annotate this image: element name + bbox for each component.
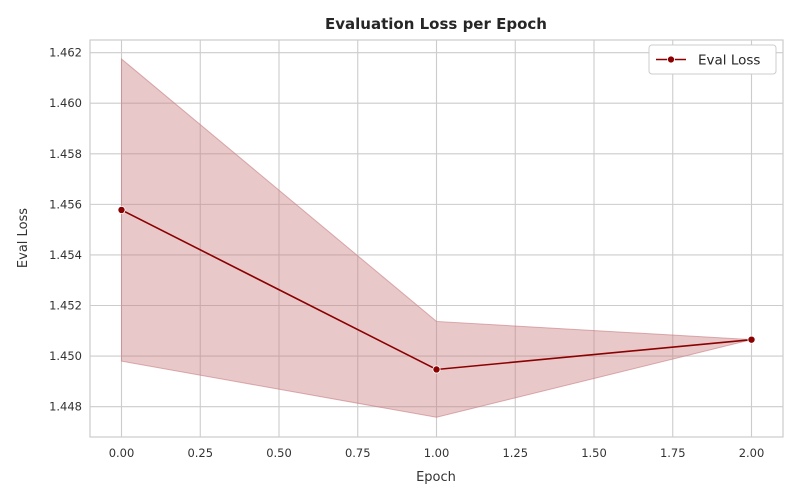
- confidence-band: [121, 57, 752, 418]
- legend-box: [648, 44, 777, 75]
- legend-marker-swatch: [667, 55, 675, 64]
- data-point: [432, 365, 441, 374]
- legend-label: Eval Loss: [698, 53, 760, 69]
- y-tick-label: 1.458: [49, 147, 82, 161]
- y-tick-label: 1.462: [49, 46, 82, 60]
- data-point: [747, 335, 756, 344]
- data-point-layer: [117, 205, 756, 374]
- data-point: [117, 205, 126, 214]
- y-tick-label: 1.450: [49, 349, 82, 363]
- x-tick-label: 1.50: [581, 446, 607, 460]
- x-tick-label: 0.00: [109, 446, 135, 460]
- y-tick-label: 1.454: [49, 248, 82, 262]
- x-tick-labels: 0.00 0.25 0.50 0.75 1.00 1.25 1.50 1.75 2.00: [109, 446, 765, 460]
- x-tick-label: 0.75: [345, 446, 371, 460]
- x-tick-label: 0.25: [187, 446, 213, 460]
- y-tick-label: 1.452: [49, 299, 82, 313]
- x-tick-label: 1.25: [502, 446, 528, 460]
- x-tick-label: 0.50: [266, 446, 292, 460]
- y-tick-labels: 1.448 1.450 1.452 1.454 1.456 1.458 1.460 1.462: [49, 46, 82, 414]
- y-tick-label: 1.456: [49, 197, 82, 211]
- y-tick-label: 1.460: [49, 96, 82, 110]
- plot-frame: [89, 39, 784, 438]
- x-tick-label: 1.00: [424, 446, 450, 460]
- chart-title: Evaluation Loss per Epoch: [325, 15, 547, 33]
- y-tick-label: 1.448: [49, 400, 82, 414]
- x-tick-label: 1.75: [660, 446, 686, 460]
- confidence-band-layer: [121, 57, 752, 418]
- legend: Eval Loss: [648, 44, 777, 75]
- y-axis-label: Eval Loss: [16, 208, 31, 268]
- x-tick-label: 2.00: [739, 446, 765, 460]
- x-axis-label: Epoch: [416, 470, 456, 485]
